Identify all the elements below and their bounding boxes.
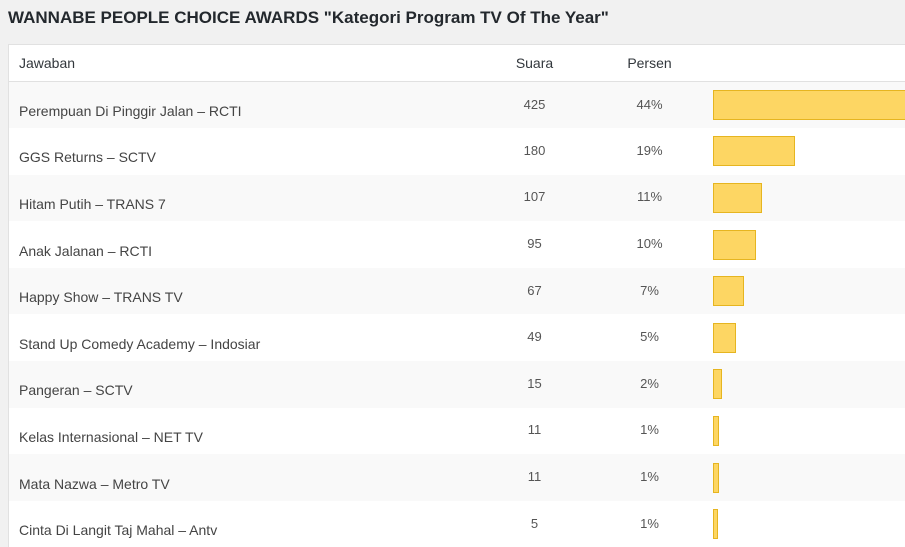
result-bar	[713, 369, 722, 399]
result-bar	[713, 509, 718, 539]
vote-percent: 19%	[592, 128, 708, 175]
table-header-row: Jawaban Suara Persen	[9, 45, 905, 82]
result-bar-cell	[708, 314, 905, 361]
vote-percent: 44%	[592, 82, 708, 129]
vote-count: 11	[478, 408, 592, 455]
answer-label: Perempuan Di Pinggir Jalan – RCTI	[9, 82, 478, 129]
answer-label: GGS Returns – SCTV	[9, 128, 478, 175]
vote-count: 107	[478, 175, 592, 222]
result-bar	[713, 276, 744, 306]
vote-percent: 1%	[592, 501, 708, 547]
vote-percent: 11%	[592, 175, 708, 222]
result-bar	[713, 136, 795, 166]
poll-results-table: Jawaban Suara Persen Perempuan Di Pinggi…	[8, 44, 905, 547]
vote-count: 67	[478, 268, 592, 315]
answer-label: Kelas Internasional – NET TV	[9, 408, 478, 455]
vote-percent: 2%	[592, 361, 708, 408]
vote-percent: 1%	[592, 408, 708, 455]
vote-count: 5	[478, 501, 592, 547]
vote-count: 180	[478, 128, 592, 175]
result-bar-cell	[708, 454, 905, 501]
answer-label: Mata Nazwa – Metro TV	[9, 454, 478, 501]
vote-count: 49	[478, 314, 592, 361]
answer-label: Stand Up Comedy Academy – Indosiar	[9, 314, 478, 361]
vote-percent: 5%	[592, 314, 708, 361]
vote-percent: 10%	[592, 221, 708, 268]
result-bar	[713, 183, 762, 213]
result-bar	[713, 90, 905, 120]
result-bar-cell	[708, 408, 905, 455]
result-bar-cell	[708, 82, 905, 129]
vote-count: 425	[478, 82, 592, 129]
column-header-answer: Jawaban	[9, 45, 478, 82]
answer-label: Pangeran – SCTV	[9, 361, 478, 408]
result-bar-cell	[708, 175, 905, 222]
answer-label: Hitam Putih – TRANS 7	[9, 175, 478, 222]
vote-count: 11	[478, 454, 592, 501]
vote-count: 95	[478, 221, 592, 268]
result-bar-cell	[708, 501, 905, 547]
vote-percent: 7%	[592, 268, 708, 315]
result-bar	[713, 230, 756, 260]
page-title: WANNABE PEOPLE CHOICE AWARDS "Kategori P…	[8, 8, 609, 28]
result-bar-cell	[708, 221, 905, 268]
vote-count: 15	[478, 361, 592, 408]
column-header-bar	[708, 45, 905, 82]
result-bar	[713, 416, 719, 446]
column-header-percent: Persen	[592, 45, 708, 82]
result-bar-cell	[708, 128, 905, 175]
column-header-votes: Suara	[478, 45, 592, 82]
result-bar	[713, 463, 719, 493]
result-bar-cell	[708, 268, 905, 315]
answer-label: Cinta Di Langit Taj Mahal – Antv	[9, 501, 478, 547]
vote-percent: 1%	[592, 454, 708, 501]
result-bar	[713, 323, 736, 353]
answer-label: Happy Show – TRANS TV	[9, 268, 478, 315]
result-bar-cell	[708, 361, 905, 408]
answer-label: Anak Jalanan – RCTI	[9, 221, 478, 268]
